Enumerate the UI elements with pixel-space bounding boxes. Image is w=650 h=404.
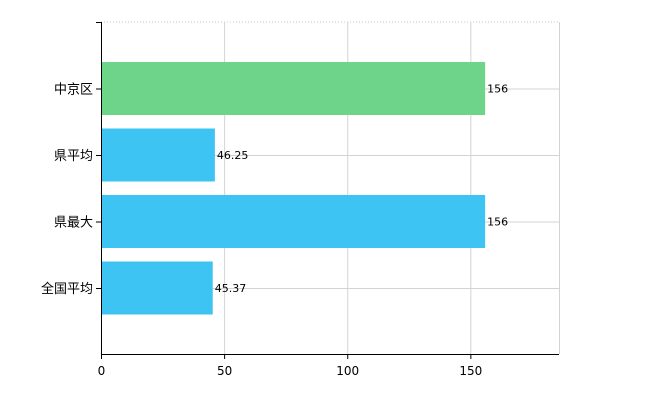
x-tick-label-50: 50 (217, 364, 232, 378)
x-tick-label-150: 150 (459, 364, 482, 378)
axes (96, 22, 559, 359)
category-label-3: 全国平均 (41, 281, 93, 297)
bar-2 (101, 195, 486, 248)
x-tick-label-0: 0 (98, 364, 106, 378)
data-label-0: 156 (487, 83, 508, 96)
bar-1 (101, 128, 215, 182)
data-label-2: 156 (487, 216, 508, 229)
bar-0 (101, 62, 486, 115)
category-label-2: 県最大 (54, 216, 93, 231)
data-label-1: 46.25 (217, 149, 249, 162)
category-label-1: 県平均 (54, 149, 93, 164)
data-label-3: 45.37 (215, 282, 247, 295)
x-tick-label-100: 100 (336, 364, 359, 378)
bar-3 (101, 261, 213, 315)
bars (101, 62, 486, 315)
category-label-0: 中京区 (54, 83, 93, 98)
